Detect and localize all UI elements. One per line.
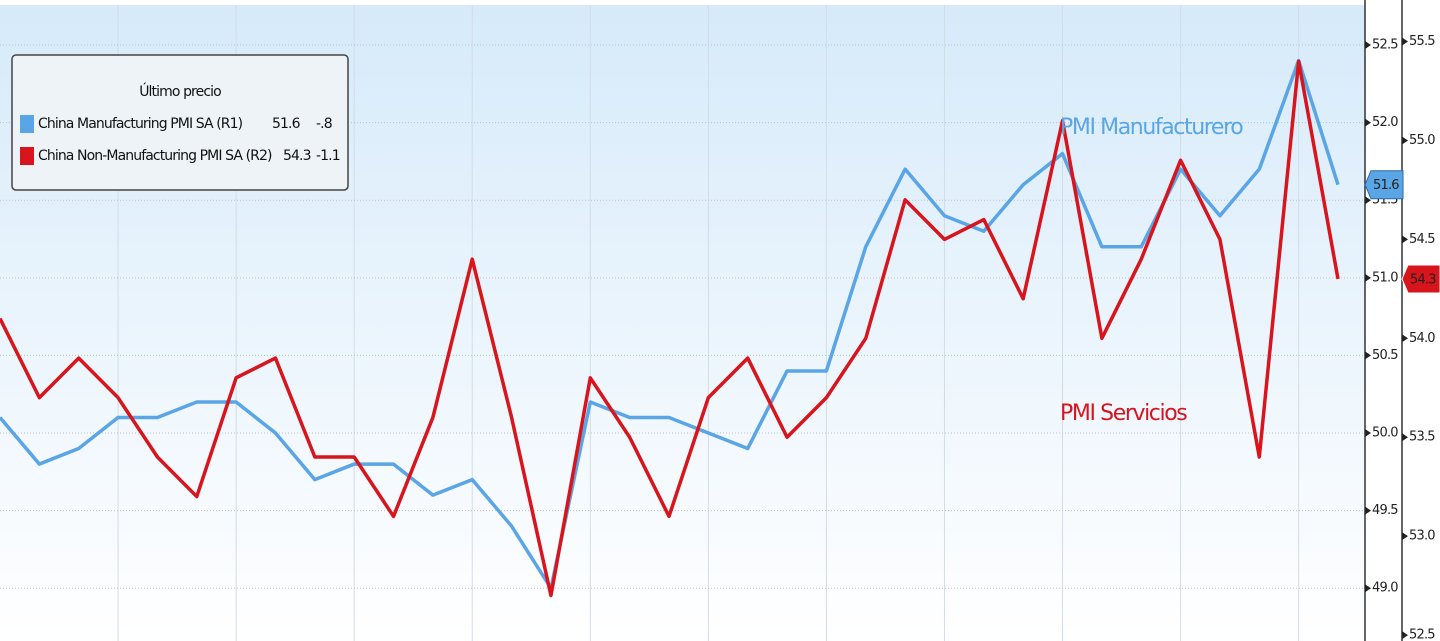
grid — [0, 5, 1365, 641]
legend-label: China Non-Manufacturing PMI SA (R2) — [38, 148, 272, 164]
y-tick-label: 52.0 — [1372, 115, 1398, 130]
last-value-label: 54.3 — [1410, 272, 1436, 287]
series-line — [0, 59, 1340, 598]
tick-mark — [1402, 433, 1408, 442]
tick-mark — [1402, 334, 1408, 343]
last-value-label: 51.6 — [1373, 178, 1399, 193]
annotations: PMI Manufacturero PMI Servicios — [1060, 115, 1245, 426]
y2-tick-label: 53.5 — [1409, 430, 1435, 445]
y-tick-label: 51.0 — [1372, 270, 1398, 285]
y-tick-label: 50.5 — [1372, 348, 1398, 363]
legend-swatch — [20, 115, 34, 133]
y2-tick-label: 55.0 — [1409, 133, 1435, 148]
tick-mark — [1402, 37, 1408, 46]
tick-mark — [1365, 429, 1371, 438]
tick-mark — [1365, 506, 1371, 515]
y-tick-label: 52.5 — [1372, 38, 1398, 53]
legend-change: -1.1 — [316, 148, 340, 164]
legend-rows: China Manufacturing PMI SA (R1) 51.6 -.8 Ch… — [20, 115, 341, 165]
tick-mark — [1402, 235, 1408, 244]
tick-mark — [1402, 532, 1408, 541]
series-line — [0, 58, 1340, 590]
annotation: PMI Servicios — [1060, 401, 1187, 426]
lines — [0, 58, 1340, 598]
tick-mark — [1365, 584, 1371, 593]
y-tick-label: 49.5 — [1372, 503, 1398, 518]
tick-mark — [1365, 273, 1371, 282]
y-tick-label: 49.0 — [1372, 581, 1398, 596]
legend: Último precio China Manufacturing PMI SA… — [11, 54, 349, 191]
legend-swatch — [20, 147, 34, 165]
y-tick-label: 50.0 — [1372, 426, 1398, 441]
last-value-badge — [1401, 264, 1440, 294]
y2-tick-label: 53.0 — [1409, 529, 1435, 544]
tick-mark — [1365, 351, 1371, 360]
y2-tick-label: 55.5 — [1409, 34, 1435, 49]
tick-mark — [1402, 136, 1408, 145]
legend-title: Último precio — [139, 82, 221, 100]
y2-tick-label: 52.5 — [1409, 628, 1435, 641]
tick-mark — [1365, 196, 1371, 205]
legend-last: 51.6 — [272, 116, 301, 132]
tick-mark — [1365, 118, 1371, 127]
tick-mark — [1402, 631, 1408, 640]
legend-change: -.8 — [316, 116, 332, 132]
legend-last: 54.3 — [283, 148, 311, 164]
annotation: PMI Manufacturero — [1060, 115, 1243, 140]
legend-label: China Manufacturing PMI SA (R1) — [38, 116, 243, 132]
last-value-badge — [1364, 170, 1404, 200]
tick-mark — [1365, 41, 1371, 50]
y2-tick-label: 54.5 — [1409, 232, 1435, 247]
legend-box — [11, 54, 349, 191]
axes: 49.049.550.050.551.051.552.052.552.553.0… — [1364, 34, 1440, 641]
y2-tick-label: 54.0 — [1409, 331, 1435, 346]
